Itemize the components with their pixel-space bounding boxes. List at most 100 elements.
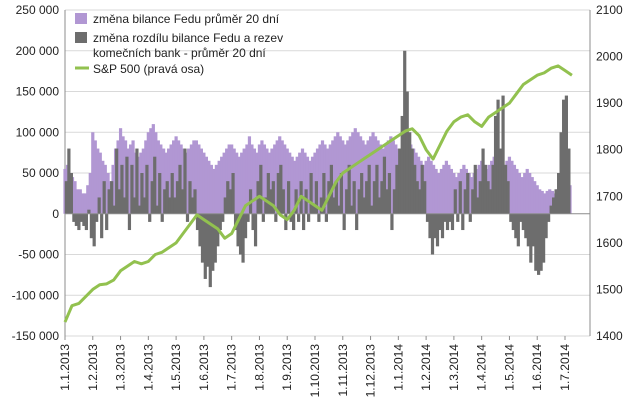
fed-balance-bar-115 (353, 128, 357, 214)
fed-reserve-diff-bar-64 (226, 181, 230, 214)
fed-reserve-diff-bar-19 (112, 205, 116, 214)
fed-reserve-diff-bar-169 (491, 164, 495, 214)
fed-reserve-diff-bar-61 (218, 213, 222, 231)
fed-reserve-diff-bar-183 (526, 213, 530, 247)
x-tick-label-9: 1.10.2013 (308, 344, 322, 398)
fed-reserve-diff-bar-167 (486, 181, 490, 214)
fed-balance-bar-55 (202, 152, 206, 214)
fed-reserve-diff-bar-28 (135, 148, 139, 214)
fed-reserve-diff-bar-21 (117, 189, 121, 214)
fed-reserve-diff-bar-180 (519, 213, 523, 222)
fed-balance-bar-186 (533, 181, 537, 214)
fed-balance-bar-190 (543, 193, 547, 214)
fed-balance-bar-116 (356, 132, 360, 214)
fed-reserve-diff-bar-122 (372, 181, 377, 214)
x-tick-label-11: 1.12.2013 (364, 344, 378, 398)
fed-reserve-diff-bar-113 (350, 205, 354, 214)
fed-reserve-diff-bar-191 (547, 213, 551, 222)
fed-reserve-diff-bar-55 (203, 213, 207, 279)
fed-reserve-diff-bar-8 (84, 213, 88, 231)
fed-balance-bar-91 (293, 160, 297, 214)
fed-balance-bar-83 (273, 144, 277, 214)
fed-reserve-diff-bar-47 (183, 148, 187, 214)
fed-reserve-diff-bar-39 (163, 189, 167, 214)
fed-reserve-diff-bar-66 (231, 173, 235, 214)
fed-balance-bar-34 (149, 128, 153, 214)
fed-balance-bar-7 (81, 193, 85, 214)
right-tick-label-6: 2000 (596, 50, 623, 64)
x-tick-label-2: 1.3.2013 (114, 344, 128, 391)
fed-reserve-diff-bar-17 (107, 189, 111, 214)
fed-reserve-diff-bar-127 (385, 189, 389, 214)
fed-reserve-diff-bar-22 (120, 164, 124, 214)
fed-reserve-diff-bar-0 (64, 181, 68, 214)
fed-balance-bar-96 (305, 156, 310, 214)
x-tick-label-5: 1.6.2013 (197, 344, 211, 391)
fed-reserve-diff-bar-11 (92, 213, 96, 247)
fed-balance-bar-101 (318, 144, 322, 214)
legend-label-fed-reserve-diff-line1: změna rozdílu bilance Fedu a rezev (93, 31, 283, 45)
fed-reserve-diff-bar-172 (498, 148, 503, 214)
fed-reserve-diff-bar-70 (241, 213, 245, 263)
x-tick-label-4: 1.5.2013 (169, 344, 183, 391)
right-axis-ticks: 1400 1500 1600 1700 1800 1900 2000 2100 (596, 3, 623, 343)
fed-reserve-diff-bar-145 (430, 213, 435, 255)
fed-reserve-diff-bar-123 (375, 164, 379, 214)
fed-balance-bar-189 (540, 190, 544, 214)
fed-balance-bar-181 (520, 177, 524, 214)
right-tick-label-0: 1400 (596, 329, 623, 343)
fed-reserve-diff-bar-43 (173, 197, 177, 214)
fed-reserve-diff-bar-107 (334, 181, 338, 214)
fed-balance-bar-178 (512, 164, 517, 214)
fed-balance-bar-8 (83, 193, 87, 214)
fed-balance-bar-152 (447, 164, 451, 214)
fed-balance-bar-50 (189, 144, 193, 214)
fed-reserve-diff-bar-179 (516, 213, 520, 247)
x-tick-label-3: 1.4.2013 (141, 344, 155, 391)
fed-reserve-diff-bar-49 (188, 181, 192, 214)
fed-reserve-diff-bar-106 (332, 197, 336, 214)
fed-reserve-diff-bar-12 (95, 213, 99, 222)
fed-reserve-diff-bar-102 (322, 173, 326, 214)
x-tick-label-12: 1.1.2014 (391, 344, 405, 391)
fed-reserve-diff-bar-81 (269, 189, 273, 214)
fed-balance-bar-145 (429, 160, 433, 214)
legend-label-fed-balance: změna bilance Fedu průměr 20 dní (93, 12, 280, 26)
left-tick-label-8: 250 000 (16, 3, 60, 17)
fed-balance-bar-65 (227, 144, 231, 214)
fed-reserve-diff-bar-86 (281, 189, 285, 214)
fed-balance-bar-185 (530, 177, 534, 214)
fed-reserve-diff-bar-30 (140, 173, 144, 214)
fed-reserve-diff-bar-129 (390, 213, 394, 231)
fed-reserve-diff-bar-1 (67, 148, 71, 214)
fed-balance-bar-111 (343, 144, 347, 214)
fed-balance-bar-75 (252, 148, 257, 214)
fed-balance-bar-60 (214, 164, 218, 214)
fed-balance-bar-184 (528, 173, 532, 214)
x-tick-label-14: 1.3.2014 (447, 344, 461, 391)
fed-reserve-diff-bar-133 (400, 115, 404, 214)
fed-reserve-diff-bar-56 (206, 213, 210, 267)
fed-reserve-diff-bar-176 (509, 213, 513, 222)
fed-reserve-diff-bar-90 (292, 213, 296, 231)
fed-balance-bar-6 (78, 189, 82, 214)
fed-reserve-diff-bar-147 (435, 213, 440, 247)
fed-reserve-diff-bar-193 (552, 197, 556, 214)
series-fed-reserve-diff-bars (64, 50, 571, 288)
x-tick-label-17: 1.6.2014 (530, 344, 544, 391)
fed-reserve-diff-bar-144 (428, 213, 432, 239)
left-tick-label-2: -50 000 (18, 248, 59, 262)
left-tick-label-6: 150 000 (16, 85, 60, 99)
fed-balance-bar-108 (336, 132, 340, 214)
fed-reserve-diff-bar-140 (418, 189, 422, 214)
fed-reserve-diff-bar-75 (253, 213, 258, 247)
fed-balance-bar-72 (245, 144, 249, 214)
fed-reserve-diff-bar-45 (178, 164, 182, 214)
fed-reserve-diff-bar-136 (408, 132, 412, 214)
fed-reserve-diff-bar-91 (294, 189, 298, 214)
x-tick-label-0: 1.1.2013 (58, 344, 72, 391)
fed-reserve-diff-bar-42 (170, 173, 174, 214)
fed-balance-bar-90 (290, 156, 294, 214)
fed-balance-bar-63 (222, 152, 226, 214)
fed-balance-bar-70 (240, 152, 244, 214)
